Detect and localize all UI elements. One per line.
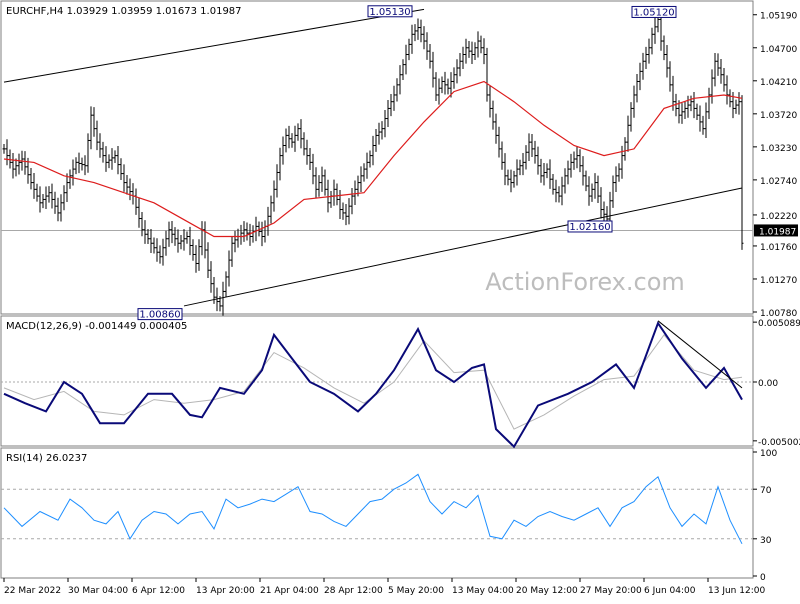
x-axis-label: 30 Mar 04:00 (68, 586, 128, 596)
price-axis-label: 1.02740 (760, 177, 797, 187)
macd-group (1, 320, 753, 449)
macd-axis-label: -0.005002 (758, 438, 800, 448)
channel-line-0 (3, 8, 425, 83)
channel-line-1 (183, 187, 743, 307)
rsi-panel-frame (0, 447, 754, 579)
watermark: ActionForex.com (485, 268, 685, 296)
macd-panel-frame (0, 315, 754, 447)
rsi-axis-label: 0 (760, 573, 766, 583)
macd-main-line (3, 321, 743, 449)
current-price-label: 1.01987 (759, 227, 796, 237)
x-axis-label: 28 Apr 12:00 (324, 586, 383, 596)
rsi-group (1, 473, 753, 545)
x-axis-label: 5 May 20:00 (388, 586, 444, 596)
annotation-1.02160: 1.02160 (567, 220, 613, 233)
macd-title: MACD(12,26,9) -0.001449 0.000405 (6, 321, 187, 332)
annotation-1.05120: 1.05120 (631, 5, 677, 18)
x-axis-label: 6 Jun 04:00 (644, 586, 696, 596)
price-axis-label: 1.04210 (760, 78, 797, 88)
annotation-label: 1.05120 (633, 7, 674, 18)
x-axis-label: 27 May 20:00 (580, 586, 642, 596)
price-axis-label: 1.02220 (760, 212, 797, 222)
price-axis-label: 1.01760 (760, 243, 797, 253)
rsi-axis-label: 100 (760, 449, 777, 459)
annotation-box (567, 220, 613, 233)
annotation-box (137, 308, 183, 321)
rsi-axis-label: 30 (760, 536, 772, 546)
x-axis-label: 13 Jun 12:00 (708, 586, 765, 596)
annotation-label: 1.02160 (569, 222, 610, 233)
moving-average-line (3, 80, 743, 238)
x-axis-label: 21 Apr 04:00 (260, 586, 319, 596)
macd-axis-label: 0.00 (758, 379, 778, 389)
price-axis-label: 1.04700 (760, 45, 797, 55)
macd-axis-label: 0.005089 (758, 319, 800, 329)
price-group: 1.05130 1.05120 1.02160 1.00860 (1, 5, 753, 321)
price-axis-label: 1.00780 (760, 309, 797, 319)
annotation-box (631, 5, 677, 18)
price-axis-label: 1.05190 (760, 12, 797, 22)
price-panel-frame (0, 0, 754, 315)
x-axis-label: 22 Mar 2022 (4, 586, 61, 596)
rsi-title: RSI(14) 26.0237 (6, 453, 87, 464)
price-axis-label: 1.03720 (760, 111, 797, 121)
current-price-box (754, 224, 798, 237)
annotation-box (367, 5, 413, 18)
x-axis-label: 13 May 04:00 (452, 586, 514, 596)
x-axis-label: 6 Apr 12:00 (132, 586, 185, 596)
annotation-label: 1.00860 (139, 310, 180, 321)
macd-trendline (657, 320, 743, 389)
annotation-label: 1.05130 (369, 7, 410, 18)
x-axis-label: 20 May 12:00 (516, 586, 578, 596)
annotation-1.05130: 1.05130 (367, 5, 413, 18)
axes-group: 1.05190 1.04700 1.04210 1.03720 1.03230 1.027… (3, 12, 800, 596)
annotation-1.00860: 1.00860 (137, 308, 183, 321)
x-axis-label: 13 Apr 20:00 (196, 586, 255, 596)
rsi-line (3, 473, 743, 545)
macd-signal-line (3, 334, 743, 430)
price-axis-label: 1.01270 (760, 276, 797, 286)
price-axis-label: 1.03230 (760, 144, 797, 154)
symbol-title: EURCHF,H4 1.03929 1.03959 1.01673 1.0198… (6, 6, 242, 17)
rsi-axis-label: 70 (760, 486, 772, 496)
